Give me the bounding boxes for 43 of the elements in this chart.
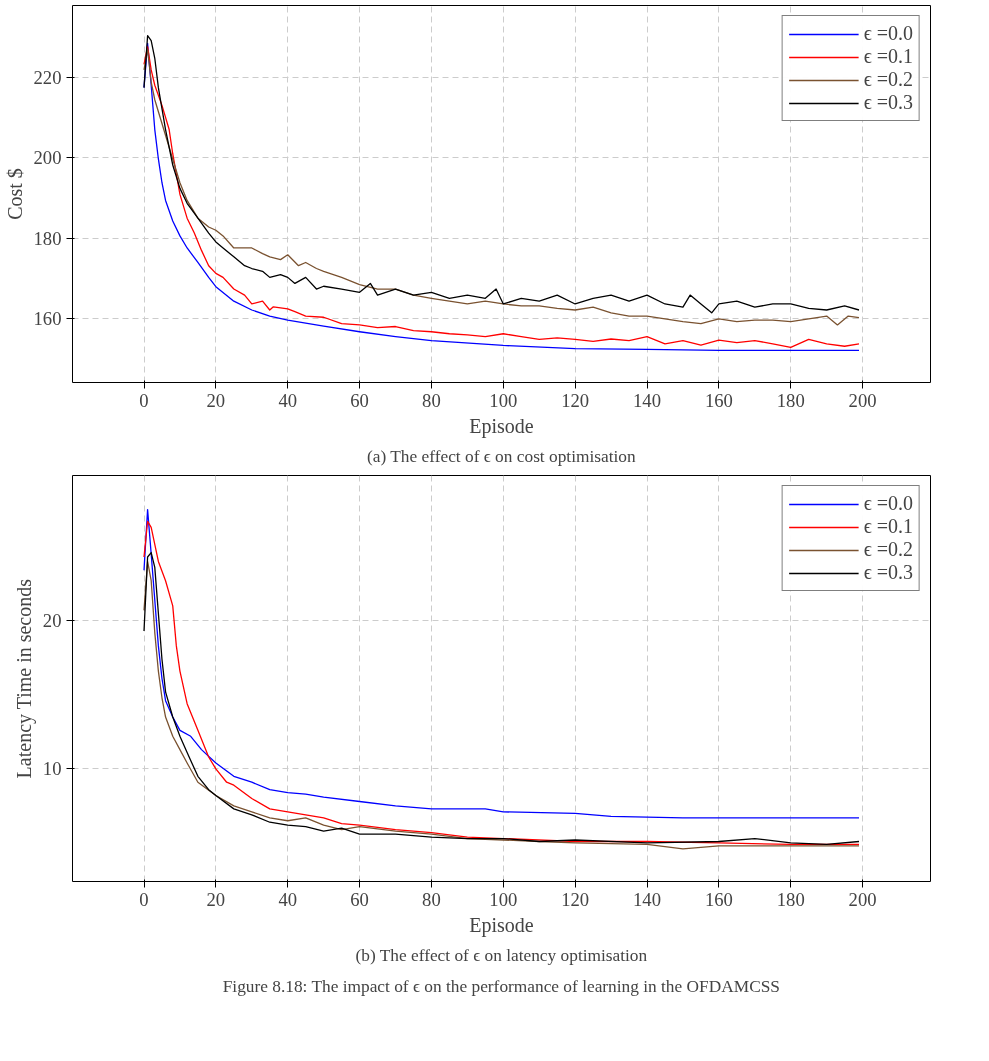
x-tick-label: 80 (422, 888, 441, 910)
legend-label: ϵ =0.2 (863, 68, 913, 91)
legend-label: ϵ =0.1 (863, 45, 913, 68)
x-tick-label: 100 (489, 888, 518, 910)
x-tick-label: 120 (561, 389, 590, 411)
x-tick-label: 0 (139, 389, 149, 411)
x-tick-label: 60 (350, 389, 369, 411)
x-tick-label: 40 (278, 888, 298, 910)
x-tick-label: 40 (278, 389, 298, 411)
y-axis-title: Latency Time in seconds (12, 578, 36, 779)
text: (a) The effect of ϵ on cost optimisation (367, 446, 636, 466)
x-tick-label: 100 (489, 389, 518, 411)
x-axis-title: Episode (469, 913, 534, 937)
y-axis-title: Cost $ (3, 168, 26, 220)
legend-label: ϵ =0.2 (863, 538, 913, 561)
x-tick-label: 160 (704, 888, 733, 910)
x-tick-label: 200 (848, 389, 877, 411)
x-tick-label: 160 (704, 389, 733, 411)
legend-label: ϵ =0.1 (863, 515, 913, 538)
legend-label: ϵ =0.0 (863, 22, 913, 45)
legend-label: ϵ =0.3 (863, 91, 913, 114)
x-tick-label: 80 (422, 389, 441, 411)
y-tick-label: 20 (42, 610, 62, 632)
x-tick-label: 120 (561, 888, 590, 910)
x-tick-label: 180 (776, 888, 805, 910)
x-tick-label: 140 (633, 888, 662, 910)
x-tick-label: 200 (848, 888, 877, 910)
text: (b) The effect of ϵ on latency optimisation (355, 945, 648, 965)
caption: Figure 8.18: The impact of ϵ on the performance of learning in the OFDAMCSS (222, 976, 780, 996)
x-axis-title: Episode (469, 414, 534, 438)
y-tick-label: 180 (33, 227, 62, 249)
x-tick-label: 60 (350, 888, 369, 910)
y-tick-label: 10 (42, 758, 62, 780)
x-tick-label: 140 (633, 389, 662, 411)
legend-label: ϵ =0.3 (863, 561, 913, 584)
x-tick-label: 20 (206, 888, 226, 910)
x-tick-label: 180 (776, 389, 805, 411)
x-tick-label: 0 (139, 888, 149, 910)
legend-label: ϵ =0.0 (863, 492, 913, 515)
x-tick-label: 20 (206, 389, 226, 411)
y-tick-label: 200 (33, 147, 62, 169)
y-tick-label: 220 (33, 66, 62, 88)
y-tick-label: 160 (33, 308, 62, 330)
